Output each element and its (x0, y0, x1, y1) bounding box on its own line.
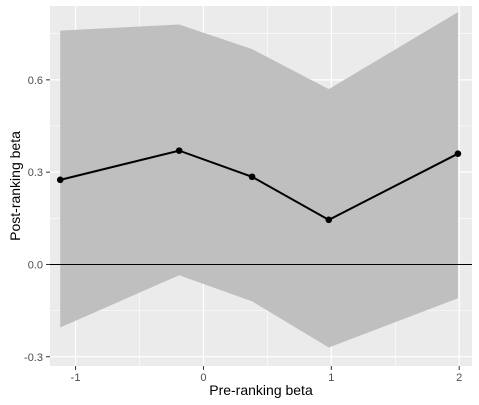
x-tick-label: 2 (456, 372, 462, 384)
data-point (56, 176, 64, 184)
y-tick-label: 0.6 (28, 75, 43, 87)
data-point (248, 173, 256, 181)
x-tick-label: 1 (328, 372, 334, 384)
y-tick-label: -0.3 (24, 352, 43, 364)
x-axis: -1 0 1 2 (71, 366, 462, 384)
data-point (454, 150, 462, 157)
x-tick-label: -1 (71, 372, 81, 384)
x-axis-title: Pre-ranking beta (209, 382, 313, 398)
y-tick-label: 0.3 (28, 167, 43, 179)
y-axis: -0.3 0.0 0.3 0.6 (24, 75, 50, 364)
data-point (325, 216, 333, 224)
y-axis-title: Post-ranking beta (7, 131, 23, 241)
data-points (56, 147, 462, 224)
y-tick-label: 0.0 (28, 259, 43, 271)
x-tick-label: 0 (200, 372, 206, 384)
data-point (175, 147, 183, 154)
